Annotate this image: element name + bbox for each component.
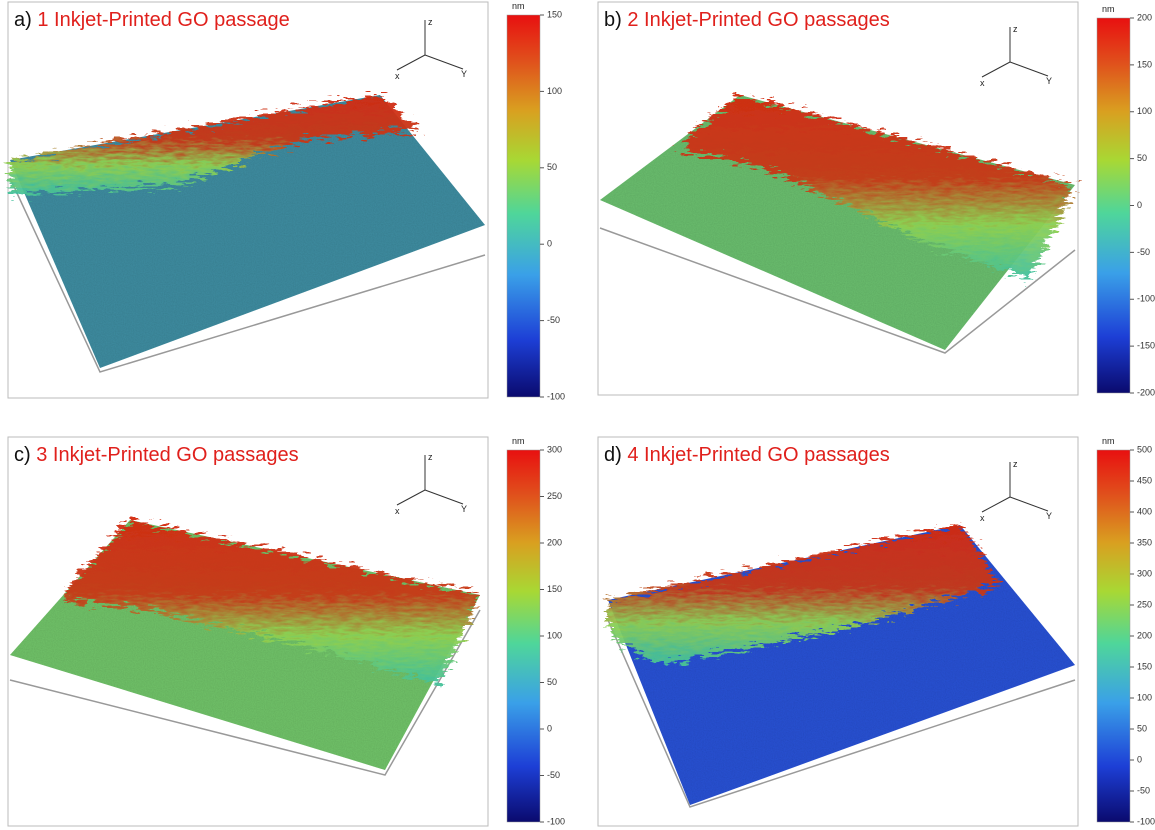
colorbar-tick-label: 0	[1137, 200, 1142, 210]
colorbar	[1096, 449, 1131, 823]
panel-title: b) 2 Inkjet-Printed GO passages	[604, 9, 890, 31]
colorbar-tick-label: 500	[1137, 444, 1152, 454]
panel-label: a)	[14, 9, 32, 31]
colorbar-tick-label: 250	[1137, 599, 1152, 609]
colorbar-tick-label: 150	[547, 9, 562, 19]
panel-frame	[597, 436, 1079, 827]
surface-edge	[9, 177, 486, 373]
colorbar-tick-label: 100	[1137, 106, 1152, 116]
colorbar-tick-label: -100	[1137, 294, 1155, 304]
colorbar	[506, 449, 541, 823]
axis-label-x: x	[980, 78, 985, 88]
panel: c) 3 Inkjet-Printed GO passages z x Ynm 300 2…	[7, 436, 565, 827]
axis-label-z: z	[428, 17, 433, 27]
axis-x	[981, 61, 1011, 78]
colorbar-tick-label: 50	[1137, 153, 1147, 163]
axis-x	[981, 496, 1011, 513]
panel-frame	[7, 1, 489, 399]
colorbar-tick-label: 50	[1137, 723, 1147, 733]
axis-label-z: z	[428, 452, 433, 462]
axis-y	[424, 54, 464, 70]
colorbar-tick-label: 300	[547, 444, 562, 454]
axis-y	[424, 489, 464, 505]
colorbar-tick-label: -100	[547, 391, 565, 401]
panel: a) 1 Inkjet-Printed GO passage z x Ynm 150 10…	[7, 1, 565, 401]
colorbar-tick-label: -200	[1137, 387, 1155, 397]
colorbar-unit: nm	[1102, 4, 1115, 14]
panel-title: a) 1 Inkjet-Printed GO passage	[14, 9, 290, 31]
axis-label-y: Y	[461, 504, 467, 514]
colorbar-tick-label: -150	[1137, 341, 1155, 351]
colorbar-tick-label: 450	[1137, 475, 1152, 485]
axis-label-y: Y	[461, 69, 467, 79]
colorbar-tick-label: 100	[547, 630, 562, 640]
colorbar-tick-label: 150	[1137, 59, 1152, 69]
panel: d) 4 Inkjet-Printed GO passages zx Ynm5004…	[597, 436, 1155, 827]
axis-label-z: z	[1013, 24, 1018, 34]
axis-label-y: Y	[1046, 76, 1052, 86]
colorbar-unit: nm	[512, 436, 525, 446]
axis-label-z: z	[1013, 459, 1018, 469]
colorbar-tick-label: 150	[1137, 661, 1152, 671]
panel-title-text: 2 Inkjet-Printed GO passages	[627, 9, 889, 31]
axis-x	[396, 54, 426, 71]
colorbar-tick-label: -100	[547, 816, 565, 826]
panel-title-text: 1 Inkjet-Printed GO passage	[37, 9, 289, 31]
axis-label-x: x	[395, 506, 400, 516]
colorbar-tick-label: 0	[1137, 754, 1142, 764]
colorbar-tick-label: -50	[1137, 247, 1150, 257]
panel-label: b)	[604, 9, 622, 31]
surface-roughness	[65, 520, 480, 685]
panel-frame	[597, 1, 1079, 396]
colorbar-tick-label: 50	[547, 677, 557, 687]
colorbar-unit: nm	[1102, 436, 1115, 446]
axis-y	[1009, 496, 1049, 512]
panel-label: c)	[14, 444, 31, 466]
colorbar-tick-label: 200	[547, 537, 562, 547]
colorbar-tick-label: -50	[547, 315, 560, 325]
axis-x	[396, 489, 426, 506]
colorbar-tick-label: 250	[547, 491, 562, 501]
colorbar-tick-label: 150	[547, 584, 562, 594]
colorbar-tick-label: 0	[547, 723, 552, 733]
axis-label-y: Y	[1046, 511, 1052, 521]
panel-title: d) 4 Inkjet-Printed GO passages	[604, 444, 890, 466]
colorbar-tick-label: 100	[547, 86, 562, 96]
colorbar-tick-label: 100	[1137, 692, 1152, 702]
axis-label-x: x	[395, 71, 400, 81]
surface-edge	[599, 227, 1076, 354]
surface-edge	[607, 619, 1076, 808]
colorbar-tick-label: -50	[547, 770, 560, 780]
panel-title-text: 4 Inkjet-Printed GO passages	[627, 444, 889, 466]
panel-label: d)	[604, 444, 622, 466]
panel-frame	[7, 436, 489, 827]
axis-label-x: x	[980, 513, 985, 523]
colorbar-tick-label: 200	[1137, 12, 1152, 22]
colorbar-tick-label: 400	[1137, 506, 1152, 516]
colorbar	[506, 14, 541, 398]
surface-roughness	[608, 525, 1000, 665]
panel-title: c) 3 Inkjet-Printed GO passages	[14, 444, 299, 466]
colorbar-tick-label: 0	[547, 239, 552, 249]
colorbar-tick-label: -100	[1137, 816, 1155, 826]
colorbar-tick-label: 350	[1137, 537, 1152, 547]
surface-roughness	[10, 95, 420, 195]
colorbar-tick-label: -50	[1137, 785, 1150, 795]
surface-roughness	[680, 95, 1075, 280]
panel: b) 2 Inkjet-Printed GO passages z x Ynm 200 1…	[597, 1, 1155, 397]
axis-y	[1009, 61, 1049, 77]
colorbar-tick-label: 50	[547, 162, 557, 172]
colorbar-tick-label: 300	[1137, 568, 1152, 578]
colorbar	[1096, 17, 1131, 394]
panel-title-text: 3 Inkjet-Printed GO passages	[36, 444, 298, 466]
colorbar-unit: nm	[512, 1, 525, 11]
colorbar-tick-label: 200	[1137, 630, 1152, 640]
